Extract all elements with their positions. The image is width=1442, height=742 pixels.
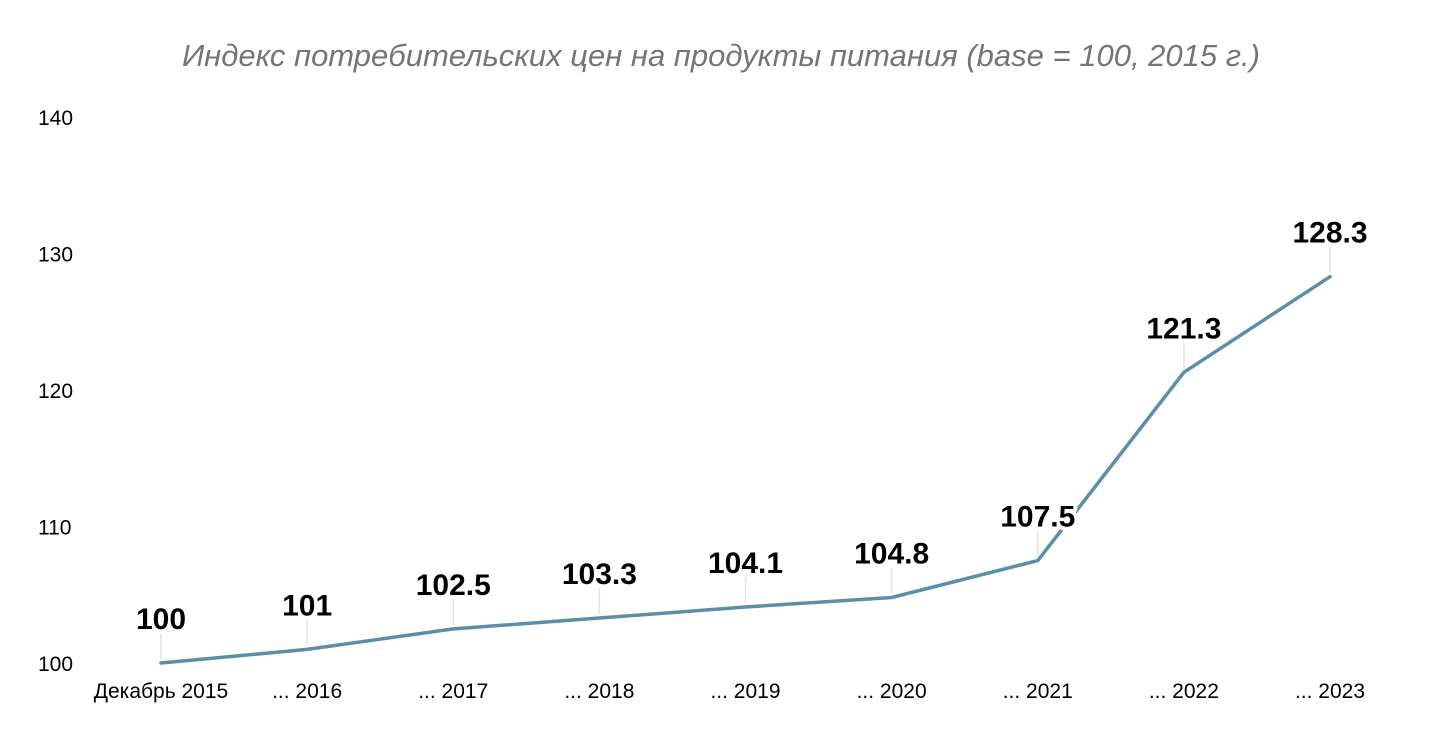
x-tick-label: ... 2018 (564, 680, 634, 703)
data-label: 102.5 (416, 569, 491, 602)
x-tick-label: ... 2023 (1295, 680, 1365, 703)
data-label: 100 (136, 603, 186, 636)
x-tick-label: ... 2016 (272, 680, 342, 703)
series-line (159, 274, 1332, 665)
data-label: 101 (282, 589, 332, 622)
y-tick-label: 140 (38, 107, 73, 130)
data-label: 128.3 (1292, 217, 1367, 250)
data-label: 104.1 (708, 547, 783, 580)
x-tick-label: ... 2021 (1003, 680, 1073, 703)
y-tick-label: 120 (38, 380, 73, 403)
y-axis: 100 110 120 130 140 (38, 107, 73, 676)
data-label-leaders (160, 246, 1331, 659)
x-tick-label: Декабрь 2015 (94, 680, 228, 703)
y-tick-label: 130 (38, 244, 73, 267)
x-axis: Декабрь 2015 ... 2016 ... 2017 ... 2018 ... … (94, 680, 1365, 703)
y-tick-label: 110 (38, 517, 71, 540)
chart-title: Индекс потребительских цен на продукты п… (182, 38, 1260, 73)
data-label: 104.8 (854, 537, 929, 570)
x-tick-label: ... 2017 (418, 680, 488, 703)
y-tick-label: 100 (38, 653, 73, 676)
x-tick-label: ... 2019 (710, 680, 780, 703)
data-label: 103.3 (562, 558, 637, 591)
x-tick-label: ... 2020 (857, 680, 927, 703)
data-label: 107.5 (1000, 501, 1075, 534)
series-group (159, 274, 1332, 665)
data-label: 121.3 (1146, 312, 1221, 345)
data-labels: 100 101 102.5 103.3 104.1 104.8 107.5 121.3 128.… (132, 213, 1372, 640)
x-tick-label: ... 2022 (1149, 680, 1219, 703)
